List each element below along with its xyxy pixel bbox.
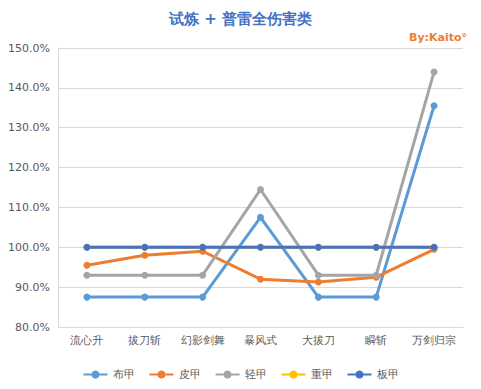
svg-text:幻影剑舞: 幻影剑舞 xyxy=(181,334,225,347)
svg-text:板甲: 板甲 xyxy=(376,368,399,381)
svg-text:90.0%: 90.0% xyxy=(15,281,50,294)
svg-text:暴风式: 暴风式 xyxy=(244,334,277,347)
svg-text:拔刀斩: 拔刀斩 xyxy=(128,334,161,347)
svg-text:80.0%: 80.0% xyxy=(15,321,50,334)
svg-text:试炼 + 普雷全伤害类: 试炼 + 普雷全伤害类 xyxy=(168,10,312,28)
svg-text:瞬斩: 瞬斩 xyxy=(365,334,387,347)
svg-text:布甲: 布甲 xyxy=(113,368,135,381)
svg-text:110.0%: 110.0% xyxy=(8,201,50,214)
svg-text:130.0%: 130.0% xyxy=(8,121,50,134)
svg-text:流心升: 流心升 xyxy=(70,334,103,347)
svg-text:重甲: 重甲 xyxy=(311,368,333,381)
svg-text:皮甲: 皮甲 xyxy=(179,368,201,381)
svg-text:大拔刀: 大拔刀 xyxy=(302,334,335,347)
svg-text:140.0%: 140.0% xyxy=(8,81,50,94)
svg-text:By:Kaito°: By:Kaito° xyxy=(409,31,467,44)
svg-text:万剑归宗: 万剑归宗 xyxy=(412,334,456,347)
svg-text:120.0%: 120.0% xyxy=(8,161,50,174)
svg-text:轻甲: 轻甲 xyxy=(245,368,267,381)
svg-text:100.0%: 100.0% xyxy=(8,241,50,254)
svg-text:150.0%: 150.0% xyxy=(8,42,50,55)
